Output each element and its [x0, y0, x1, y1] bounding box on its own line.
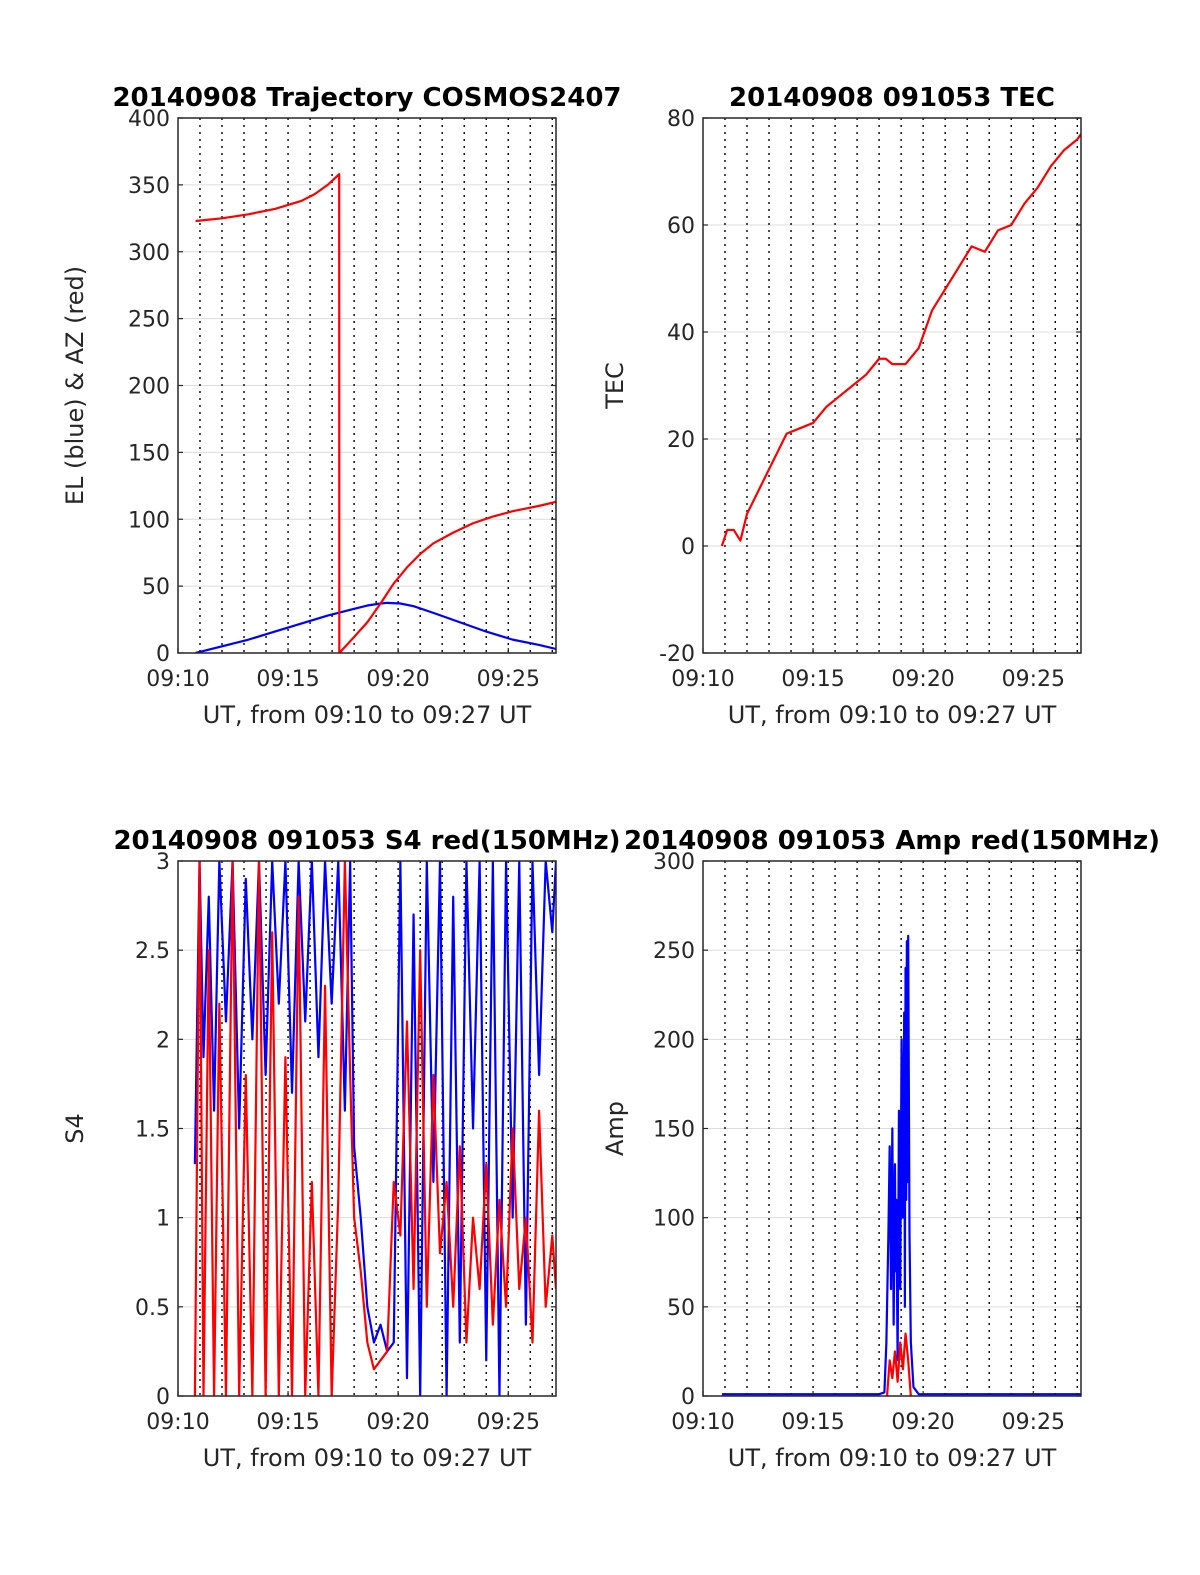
y-tick-label: 0 — [156, 642, 170, 667]
x-tick-label: 09:15 — [781, 667, 844, 692]
x-tick-label: 09:10 — [146, 1410, 209, 1435]
x-tick-label: 09:10 — [671, 667, 734, 692]
x-tick-label: 09:25 — [477, 1410, 540, 1435]
y-tick-label: 50 — [667, 1296, 695, 1321]
y-tick-label: 150 — [128, 441, 170, 466]
x-axis-label: UT, from 09:10 to 09:27 UT — [203, 701, 532, 729]
y-tick-label: 200 — [128, 375, 170, 400]
y-tick-label: 100 — [128, 508, 170, 533]
y-axis-label: Amp — [601, 1101, 629, 1156]
x-tick-label: 09:20 — [891, 667, 954, 692]
y-tick-label: 250 — [653, 939, 695, 964]
chart-title: 20140908 091053 S4 red(150MHz) — [113, 826, 620, 856]
x-tick-label: 09:25 — [1002, 1410, 1065, 1435]
series-line-1 — [720, 133, 1081, 547]
chart-title: 20140908 Trajectory COSMOS2407 — [112, 83, 621, 113]
y-tick-label: 3 — [156, 850, 170, 875]
subplot-4: 0 50 100 150 200 250 300 09:10 09:15 09:20 09:25 20… — [601, 826, 1160, 1472]
x-tick-label: 09:10 — [146, 667, 209, 692]
y-tick-label: 60 — [667, 214, 695, 239]
series-line-2 — [193, 861, 556, 1396]
x-axis-label: UT, from 09:10 to 09:27 UT — [203, 1444, 532, 1472]
x-tick-label: 09:20 — [366, 1410, 429, 1435]
subplot-1: 0 50 100 150 200 250 300 350 400 09:10 09:15 09:20 0… — [61, 83, 622, 729]
series-line-1 — [193, 861, 556, 1396]
y-tick-label: 300 — [653, 850, 695, 875]
y-axis-label: S4 — [61, 1113, 89, 1144]
y-tick-label: 0 — [681, 1385, 695, 1410]
y-axis-label: EL (blue) & AZ (red) — [61, 266, 89, 505]
x-tick-label: 09:20 — [891, 1410, 954, 1435]
y-tick-label: 0.5 — [135, 1296, 170, 1321]
y-tick-label: 80 — [667, 107, 695, 132]
x-tick-label: 09:10 — [671, 1410, 734, 1435]
series-line-1 — [721, 934, 1081, 1396]
x-tick-label: 09:15 — [256, 1410, 319, 1435]
x-tick-label: 09:15 — [256, 667, 319, 692]
y-tick-label: 200 — [653, 1028, 695, 1053]
x-axis-label: UT, from 09:10 to 09:27 UT — [728, 1444, 1057, 1472]
x-axis-label: UT, from 09:10 to 09:27 UT — [728, 701, 1057, 729]
subplot-2: -20 0 20 40 60 80 09:10 09:15 09:20 09:25 20140908… — [601, 83, 1082, 729]
x-tick-label: 09:25 — [477, 667, 540, 692]
y-tick-label: 0 — [156, 1385, 170, 1410]
y-tick-label: 350 — [128, 174, 170, 199]
y-tick-label: 250 — [128, 308, 170, 333]
y-tick-label: 100 — [653, 1207, 695, 1232]
x-tick-label: 09:25 — [1002, 667, 1065, 692]
y-tick-label: 40 — [667, 321, 695, 346]
x-tick-label: 09:20 — [366, 667, 429, 692]
subplot-3: 0 0.5 1 1.5 2 2.5 3 09:10 09:15 09:20 09:25 2014090… — [61, 826, 621, 1472]
y-tick-label: 20 — [667, 428, 695, 453]
series-line-1 — [195, 601, 556, 653]
y-tick-label: 1.5 — [135, 1118, 170, 1143]
series-line-2 — [885, 1332, 912, 1396]
axes-box — [702, 117, 1082, 654]
plot-area — [703, 118, 1081, 653]
chart-title: 20140908 091053 TEC — [729, 83, 1055, 113]
y-tick-label: 2 — [156, 1028, 170, 1053]
chart-title: 20140908 091053 Amp red(150MHz) — [624, 826, 1160, 856]
y-tick-label: 150 — [653, 1118, 695, 1143]
series-line-2 — [195, 173, 556, 653]
y-tick-label: 300 — [128, 241, 170, 266]
x-tick-label: 09:15 — [781, 1410, 844, 1435]
y-tick-label: 50 — [142, 575, 170, 600]
y-axis-label: TEC — [601, 362, 629, 410]
y-tick-label: 1 — [156, 1207, 170, 1232]
y-tick-label: 400 — [128, 107, 170, 132]
y-tick-label: 0 — [681, 535, 695, 560]
y-tick-label: 2.5 — [135, 939, 170, 964]
y-tick-label: -20 — [659, 642, 695, 667]
